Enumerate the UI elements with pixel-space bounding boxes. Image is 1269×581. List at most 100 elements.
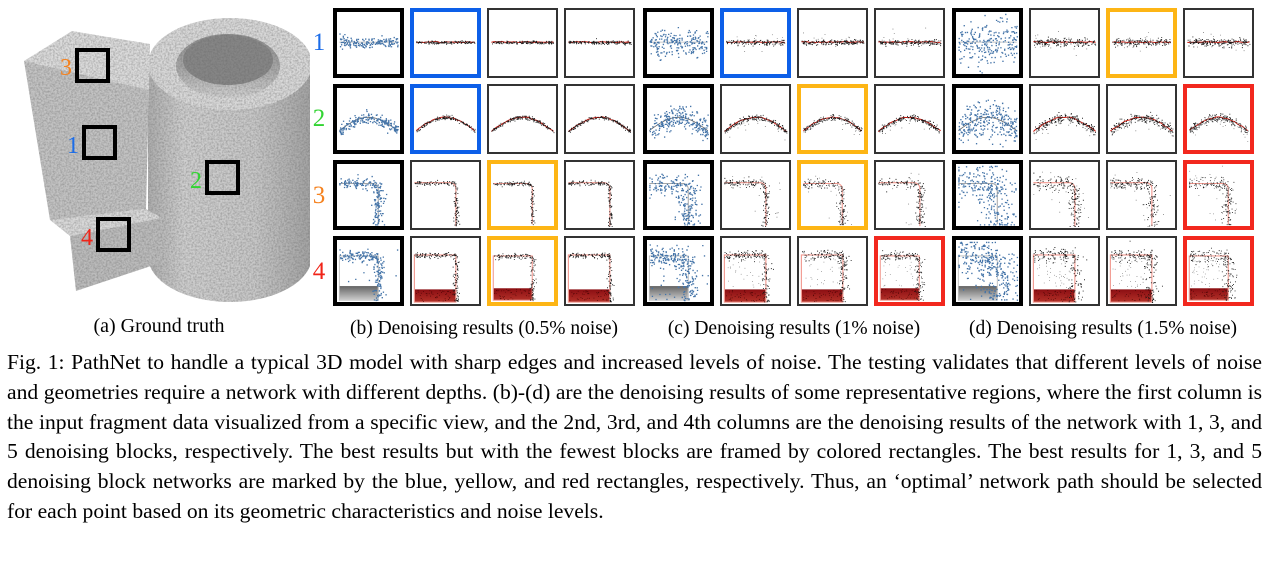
curve-line xyxy=(803,182,843,225)
grid-b xyxy=(333,8,635,306)
region-box-2 xyxy=(205,160,240,195)
region-label-1: 1 xyxy=(67,133,79,159)
scatter-points xyxy=(1112,37,1171,48)
scatter-points xyxy=(727,257,765,288)
plot-rect xyxy=(957,255,998,301)
scatter-points xyxy=(958,13,1018,74)
plot-c-row3-col3-best-yellow xyxy=(797,160,868,230)
plot-rect xyxy=(1189,288,1228,300)
plot-b-row1-col3 xyxy=(487,8,558,78)
plot-rect xyxy=(879,255,920,301)
plot-c-row1-col3 xyxy=(797,8,868,78)
mini-plot-corner-result xyxy=(493,180,537,226)
mini-plot-arc-result xyxy=(1189,113,1249,143)
group-d-caption: (d) Denoising results (1.5% noise) xyxy=(968,318,1238,339)
curve-line xyxy=(568,41,631,44)
scatter-points xyxy=(881,289,919,300)
scatter-points xyxy=(1111,240,1163,303)
scatter-points xyxy=(726,117,786,141)
panel-ground-truth: 3 1 2 4 (a) Ground truth xyxy=(8,4,310,338)
curve-line xyxy=(878,182,921,227)
scatter-points xyxy=(1110,111,1174,137)
scatter-points xyxy=(1189,247,1238,301)
scatter-points xyxy=(958,99,1018,148)
plot-d-row4-col3 xyxy=(1106,236,1177,306)
group-c: (c) Denoising results (1% noise) xyxy=(643,8,945,340)
mini-plot-arc-input xyxy=(958,99,1018,148)
row-label-3: 3 xyxy=(312,182,326,209)
scatter-points xyxy=(494,289,532,301)
plot-rect xyxy=(1032,254,1076,303)
mini-plot-arc-result xyxy=(878,114,941,134)
mini-plot-flat-input xyxy=(958,13,1018,74)
scatter-points xyxy=(724,176,771,228)
scatter-points xyxy=(492,40,554,45)
mini-plot-flat-result xyxy=(878,27,942,48)
region-box-1 xyxy=(82,125,117,160)
plot-d-row3-col1 xyxy=(952,160,1023,230)
scatter-points xyxy=(414,179,461,227)
group-d: (d) Denoising results (1.5% noise) xyxy=(952,8,1254,340)
curve-line xyxy=(878,41,941,44)
mini-plot-flat-result xyxy=(1033,31,1097,57)
plot-rect xyxy=(880,288,919,300)
mini-plot-flat-input xyxy=(339,33,399,50)
plot-c-row4-col4-best-red xyxy=(874,236,945,306)
plot-d-row2-col2 xyxy=(1029,84,1100,154)
plot-rect xyxy=(649,286,688,301)
plot-d-row3-col4-best-red xyxy=(1183,160,1254,230)
mini-plot-box-input xyxy=(338,248,399,302)
scatter-points xyxy=(416,40,476,45)
scatter-points xyxy=(726,39,786,47)
plot-c-row1-col1 xyxy=(643,8,714,78)
plot-c-row1-col4 xyxy=(874,8,945,78)
mini-plot-arc-result xyxy=(1110,111,1174,137)
plot-b-row3-col4 xyxy=(564,160,635,230)
scatter-points xyxy=(803,32,862,47)
mini-plot-corner-result xyxy=(803,175,852,226)
scatter-points xyxy=(1192,118,1249,143)
mini-plot-corner-result xyxy=(1033,171,1089,228)
curve-line xyxy=(1110,182,1153,227)
plot-c-row4-col2 xyxy=(720,236,791,306)
scatter-points xyxy=(724,114,788,134)
panel-a-caption: (a) Ground truth xyxy=(93,315,225,337)
region-box-4 xyxy=(96,217,131,252)
plot-d-row4-col4-best-red xyxy=(1183,236,1254,306)
group-c-caption: (c) Denoising results (1% noise) xyxy=(667,318,921,339)
scatter-points xyxy=(493,180,537,226)
scatter-points xyxy=(1189,176,1237,226)
mini-plot-box-result xyxy=(879,250,926,301)
curve-line xyxy=(958,183,998,225)
mini-plot-box-result xyxy=(1109,240,1163,303)
annotated-regions: 3 1 2 4 xyxy=(60,48,240,252)
mini-plot-flat-result xyxy=(491,40,554,45)
scatter-points xyxy=(1033,112,1096,136)
plot-b-row1-col4 xyxy=(564,8,635,78)
plot-c-row3-col4 xyxy=(874,160,945,230)
scatter-points xyxy=(649,244,709,302)
plot-c-row2-col1 xyxy=(643,84,714,154)
plot-rect xyxy=(338,255,379,301)
mini-plot-box-result xyxy=(492,252,537,302)
mini-plot-arc-result xyxy=(724,114,788,141)
curve-line xyxy=(649,116,708,131)
scatter-points xyxy=(803,289,842,302)
plot-d-row2-col3 xyxy=(1106,84,1177,154)
plot-b-row2-col1 xyxy=(333,84,404,154)
plot-d-row4-col1 xyxy=(952,236,1023,306)
scatter-points xyxy=(878,38,942,48)
grid-d xyxy=(952,8,1254,306)
scatter-points xyxy=(1112,257,1150,288)
scatter-points xyxy=(804,256,842,287)
row-label-1: 1 xyxy=(312,29,326,56)
plot-rect xyxy=(567,254,611,303)
plot-b-row2-col3 xyxy=(487,84,558,154)
plot-b-row4-col3-best-yellow xyxy=(487,236,558,306)
plot-c-row1-col2-best-blue xyxy=(720,8,791,78)
scatter-points xyxy=(568,179,613,228)
curve-line xyxy=(1033,182,1076,227)
plot-c-row3-col2 xyxy=(720,160,791,230)
region-box-3 xyxy=(75,48,110,83)
mini-plot-arc-input xyxy=(339,109,400,136)
